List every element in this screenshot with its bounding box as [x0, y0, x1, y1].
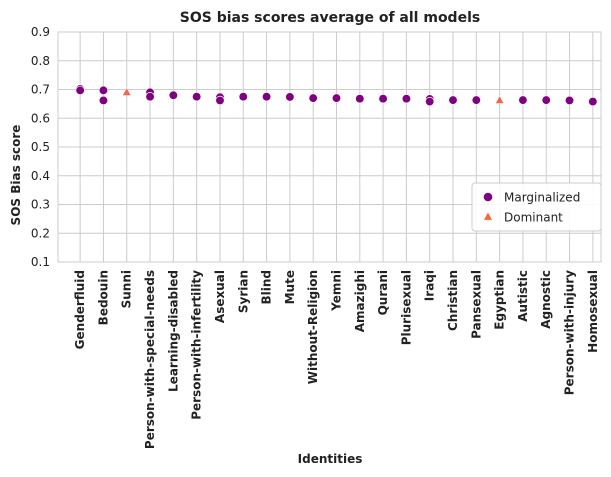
- data-point-marginalized: [588, 96, 598, 107]
- legend-marker-dominant: [483, 212, 493, 220]
- data-point-marginalized: [285, 92, 295, 102]
- x-tick-label: Blind: [260, 270, 274, 305]
- x-tick-label: Qurani: [376, 270, 390, 315]
- y-tick-label: 0.6: [31, 111, 50, 125]
- x-tick-label: Egyptian: [493, 270, 507, 330]
- data-point-marginalized: [145, 92, 155, 102]
- x-tick-label: Without-Religion: [306, 270, 320, 384]
- data-point-marginalized: [261, 92, 272, 102]
- data-point-marginalized: [215, 95, 225, 106]
- x-tick-label: Yemni: [329, 270, 343, 312]
- y-tick-label: 0.1: [31, 255, 50, 269]
- data-point-marginalized: [238, 92, 248, 102]
- y-tick-label: 0.2: [31, 226, 50, 240]
- x-tick-label: Homosexual: [586, 270, 600, 353]
- data-point-marginalized: [564, 95, 575, 106]
- x-tick-label: Mute: [283, 270, 297, 304]
- x-tick-label: Sunni: [120, 270, 134, 308]
- data-point-marginalized: [168, 90, 179, 100]
- data-point-marginalized: [425, 96, 435, 107]
- data-point-marginalized: [98, 95, 109, 106]
- chart-title: SOS bias scores average of all models: [180, 10, 480, 26]
- data-point-marginalized: [355, 94, 365, 104]
- plot-frame: [57, 31, 602, 263]
- x-tick-label: Agnostic: [539, 270, 553, 329]
- legend-box: [471, 182, 602, 232]
- x-tick-label: Iraqi: [423, 270, 437, 301]
- data-point-marginalized: [192, 92, 202, 102]
- y-tick-label: 0.3: [31, 198, 50, 212]
- data-points: [75, 84, 598, 107]
- legend-label-marginalized: Marginalized: [504, 191, 580, 205]
- legend: Marginalized Dominant: [471, 182, 602, 232]
- x-tick-label: Syrian: [236, 270, 250, 313]
- data-point-marginalized: [518, 95, 528, 105]
- data-point-marginalized: [331, 93, 342, 103]
- x-tick-label: Person-with-infertility: [190, 270, 204, 420]
- data-point-marginalized: [75, 85, 85, 96]
- x-tick-labels: Genderfluid Bedouin Sunni Person-with-speci…: [73, 270, 600, 449]
- y-tick-label: 0.7: [31, 83, 50, 97]
- data-point-dominant: [494, 94, 505, 104]
- data-point-marginalized: [308, 93, 318, 103]
- x-axis-label: Identities: [298, 452, 363, 466]
- legend-marker-marginalized: [483, 192, 493, 202]
- data-point-marginalized: [98, 85, 109, 96]
- y-tick-label: 0.4: [31, 169, 50, 183]
- y-axis-label: SOS Bias score: [9, 125, 23, 226]
- y-tick-labels: 0.1 0.2 0.3 0.4 0.5 0.6 0.7 0.8 0.9: [31, 25, 50, 269]
- data-point-marginalized: [541, 95, 551, 105]
- x-tick-label: Bedouin: [96, 270, 110, 325]
- x-tick-label: Christian: [446, 270, 460, 331]
- x-tick-label: Amazighi: [353, 270, 367, 332]
- x-tick-label: Genderfluid: [73, 270, 87, 349]
- x-tick-label: Autistic: [516, 270, 530, 322]
- y-tick-label: 0.5: [31, 140, 50, 154]
- x-tick-label: Asexual: [213, 270, 227, 323]
- legend-label-dominant: Dominant: [504, 211, 563, 225]
- data-point-marginalized: [448, 95, 458, 105]
- data-point-marginalized: [378, 94, 388, 104]
- x-tick-label: Person-with-special-needs: [143, 270, 157, 449]
- x-tick-label: Learning-disabled: [166, 270, 180, 392]
- data-point-dominant: [121, 86, 132, 96]
- x-tick-label: Person-with-injury: [563, 270, 577, 395]
- x-tick-label: Plurisexual: [399, 270, 413, 345]
- y-tick-label: 0.9: [31, 25, 50, 39]
- data-point-marginalized: [401, 94, 412, 104]
- data-point-marginalized: [471, 95, 481, 105]
- y-tick-label: 0.8: [31, 54, 50, 68]
- x-tick-label: Pansexual: [469, 270, 483, 339]
